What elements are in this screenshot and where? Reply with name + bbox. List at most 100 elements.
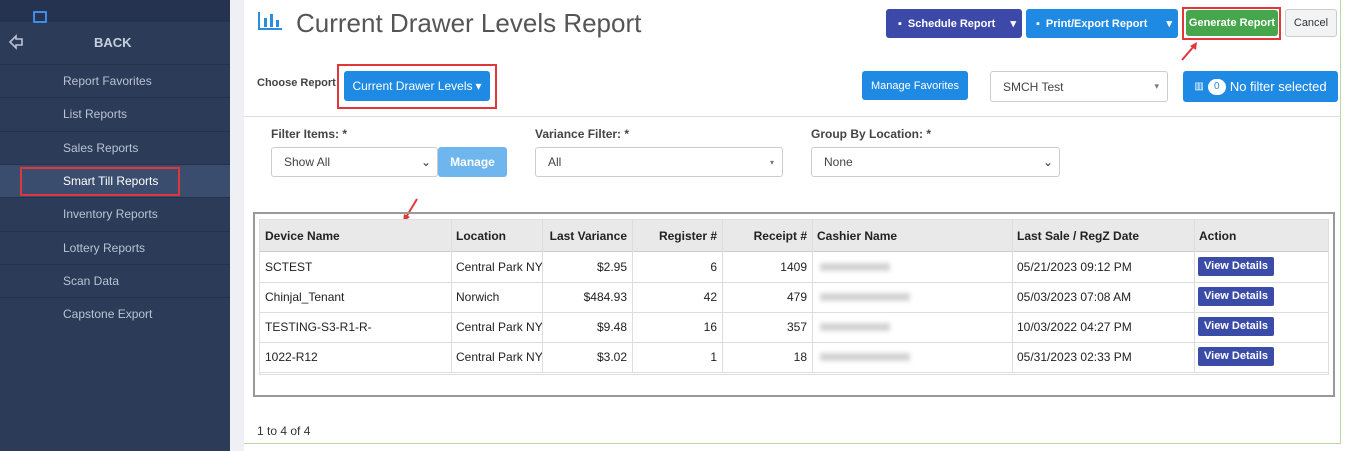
column-header: Location xyxy=(456,229,506,243)
column-header: Receipt # xyxy=(753,229,807,243)
view-details-button[interactable]: View Details xyxy=(1198,287,1274,306)
group-select[interactable]: None ⌄ xyxy=(811,147,1060,177)
table-cell: 1022-R12 xyxy=(265,350,318,364)
variance-value: All xyxy=(548,155,562,169)
row-line xyxy=(260,282,1328,283)
pagination: 1 to 4 of 4 xyxy=(257,424,311,438)
print-label: Print/Export Report xyxy=(1045,17,1148,30)
choose-label: Choose Report xyxy=(257,77,336,89)
row-line xyxy=(260,312,1328,313)
menu-item[interactable]: Report Favorites xyxy=(0,64,230,97)
column-header: Register # xyxy=(658,229,717,243)
table-cell: 357 xyxy=(786,320,807,334)
table-cell: 05/03/2023 07:08 AM xyxy=(1017,290,1132,304)
highlight-box xyxy=(20,166,180,196)
blurred-cashier xyxy=(820,293,910,301)
view-details-button[interactable]: View Details xyxy=(1198,317,1274,336)
column-line xyxy=(722,220,723,372)
manage-button[interactable]: Manage xyxy=(438,147,507,177)
page-title: Current Drawer Levels Report xyxy=(296,8,642,38)
table-cell: $9.48 xyxy=(596,320,627,334)
print-button[interactable]: ▪ Print/Export Report ▾ xyxy=(1026,9,1178,38)
divider xyxy=(244,116,1341,117)
view-details-button[interactable]: View Details xyxy=(1198,347,1274,366)
report-label: Current Drawer Levels xyxy=(352,79,473,93)
table-cell: Norwich xyxy=(456,290,500,304)
table-cell: Central Park NY xyxy=(456,320,543,334)
table-cell: $484.93 xyxy=(583,290,627,304)
column-header: Cashier Name xyxy=(817,229,898,243)
table-cell: 05/31/2023 02:33 PM xyxy=(1017,350,1132,364)
highlight-box xyxy=(337,64,497,109)
table-cell: 479 xyxy=(786,290,807,304)
table-cell: $3.02 xyxy=(596,350,627,364)
variance-label: Variance Filter: * xyxy=(535,127,630,141)
row-line xyxy=(260,342,1328,343)
location-value: SMCH Test xyxy=(1003,79,1064,94)
table-cell: 6 xyxy=(710,260,717,274)
filter-button[interactable]: ▥ 0 No filter selected xyxy=(1183,71,1338,102)
table-cell: SCTEST xyxy=(265,260,313,274)
blurred-cashier xyxy=(820,323,890,331)
column-header: Device Name xyxy=(265,229,340,243)
table-cell: 16 xyxy=(703,320,717,334)
report-dropdown[interactable]: Current Drawer Levels ▾ xyxy=(344,71,490,101)
row-line xyxy=(260,372,1328,373)
menu-item[interactable]: List Reports xyxy=(0,97,230,130)
table-frame: Device Name Location Last Variance Register… xyxy=(253,212,1335,397)
table-cell: 10/03/2022 04:27 PM xyxy=(1017,320,1132,334)
blurred-cashier xyxy=(820,353,910,361)
column-line xyxy=(812,220,813,372)
highlight-box xyxy=(1182,7,1281,40)
column-header: Last Sale / RegZ Date xyxy=(1017,229,1140,243)
menu-item[interactable]: Capstone Export xyxy=(0,297,230,330)
schedule-button[interactable]: ▪ Schedule Report ▾ xyxy=(886,9,1022,38)
column-line xyxy=(451,220,452,372)
menu-item[interactable]: Sales Reports xyxy=(0,130,230,164)
table: Device Name Location Last Variance Register… xyxy=(259,219,1329,375)
column-line xyxy=(632,220,633,372)
table-cell: Central Park NY xyxy=(456,350,543,364)
title-icon xyxy=(258,12,282,30)
gutter xyxy=(230,0,244,451)
column-header: Action xyxy=(1199,229,1237,243)
main-panel xyxy=(244,0,1341,444)
sidebar-top xyxy=(0,0,230,22)
column-line xyxy=(1012,220,1013,372)
location-select[interactable]: SMCH Test ▾ xyxy=(990,71,1168,102)
back-icon xyxy=(8,34,23,50)
menu-item[interactable]: Inventory Reports xyxy=(0,197,230,230)
table-cell: 42 xyxy=(703,290,717,304)
table-cell: 05/21/2023 09:12 PM xyxy=(1017,260,1132,274)
menu-item[interactable]: Scan Data xyxy=(0,263,230,297)
filter-text: No filter selected xyxy=(1229,79,1327,94)
arrow-annotation xyxy=(1181,42,1197,61)
cancel-button[interactable]: Cancel xyxy=(1285,9,1337,37)
table-cell: Chinjal_Tenant xyxy=(265,290,345,304)
group-label: Group By Location: * xyxy=(811,127,931,141)
sidebar: BACK Report Favorites List Reports Sales R… xyxy=(0,0,230,451)
back-link[interactable]: BACK xyxy=(94,35,132,50)
column-line xyxy=(542,220,543,372)
table-header xyxy=(260,220,1328,252)
menu-icon xyxy=(33,11,47,23)
manage-favorites-button[interactable]: Manage Favorites xyxy=(862,71,968,100)
items-select[interactable]: Show All ⌄ xyxy=(271,147,438,177)
filter-count: 0 xyxy=(1207,78,1226,95)
generate-button[interactable]: Generate Report xyxy=(1186,10,1278,36)
view-details-button[interactable]: View Details xyxy=(1198,257,1274,276)
menu-item[interactable]: Lottery Reports xyxy=(0,230,230,264)
table-cell: TESTING-S3-R1-R- xyxy=(265,320,372,334)
blurred-cashier xyxy=(820,263,890,271)
items-value: Show All xyxy=(284,155,331,169)
column-line xyxy=(1194,220,1195,372)
schedule-label: Schedule Report xyxy=(907,17,996,30)
group-value: None xyxy=(824,155,853,169)
variance-select[interactable]: All ▾ xyxy=(535,147,783,177)
table-cell: Central Park NY xyxy=(456,260,543,274)
table-cell: $2.95 xyxy=(596,260,627,274)
column-header: Last Variance xyxy=(549,229,627,243)
menu-item[interactable]: Smart Till Reports xyxy=(0,163,230,197)
table-cell: 1409 xyxy=(780,260,807,274)
